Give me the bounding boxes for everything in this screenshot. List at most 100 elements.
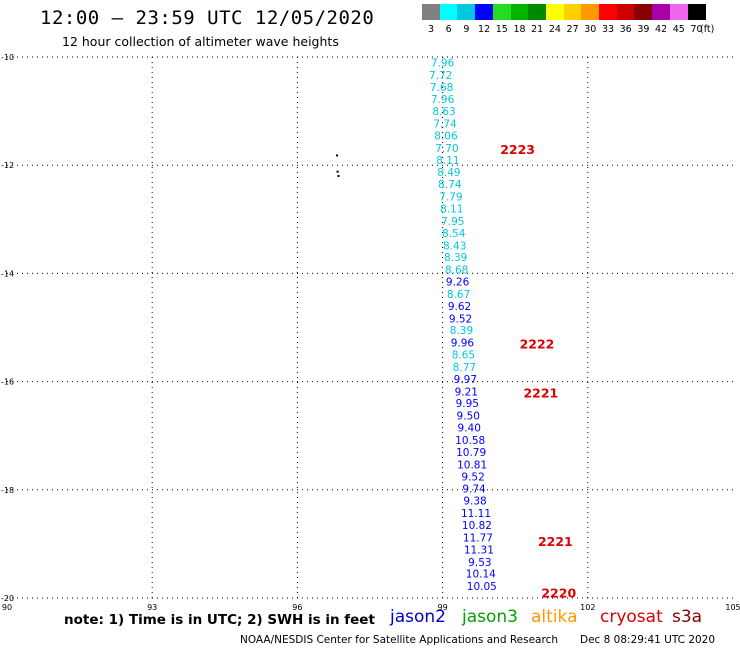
- wave-height-label: 11.31: [464, 544, 494, 556]
- color-swatch-label: 36: [619, 24, 632, 35]
- island-mark: [336, 154, 339, 157]
- color-swatch-label: 15: [495, 24, 508, 35]
- wave-height-label: 8.43: [443, 240, 466, 252]
- wave-height-label: 9.96: [451, 338, 475, 350]
- color-swatch-label: 3: [427, 24, 435, 35]
- color-scale-unit: (ft): [700, 24, 715, 35]
- color-swatch: [492, 4, 511, 20]
- pass-time-label: 2222: [520, 337, 555, 352]
- color-swatch-label: 27: [566, 24, 579, 35]
- mission-label-jason2: jason2: [390, 607, 446, 627]
- wave-height-label: 9.53: [468, 557, 491, 569]
- wave-height-label: 9.62: [448, 301, 471, 313]
- wave-height-label: 9.50: [457, 411, 480, 423]
- color-swatch: [422, 4, 440, 20]
- wave-height-label: 9.74: [462, 484, 486, 496]
- chart-subtitle: 12 hour collection of altimeter wave hei…: [62, 34, 339, 49]
- wave-height-label: 11.11: [461, 508, 491, 520]
- chart-title: 12:00 – 23:59 UTC 12/05/2020: [40, 7, 375, 29]
- color-swatch-label: 18: [513, 24, 526, 35]
- generation-timestamp: Dec 8 08:29:41 UTC 2020: [580, 634, 716, 646]
- x-tick-label: 105: [725, 603, 740, 612]
- color-swatch: [599, 4, 617, 20]
- wave-height-label: 9.95: [456, 398, 479, 410]
- color-swatch-label: 6: [445, 24, 452, 35]
- y-tick-label: -10: [1, 53, 14, 62]
- wave-height-label: 8.49: [437, 167, 460, 179]
- color-swatch: [457, 4, 476, 20]
- wave-height-label: 8.65: [452, 350, 475, 362]
- color-swatch-label: 70: [690, 24, 703, 35]
- wave-height-label: 9.26: [446, 277, 470, 289]
- wave-height-label: 10.05: [467, 581, 497, 593]
- wave-height-label: 10.58: [455, 435, 485, 447]
- wave-height-label: 8.39: [444, 252, 467, 264]
- wave-height-label: 8.67: [447, 289, 470, 301]
- wave-height-label: 10.14: [466, 569, 496, 581]
- color-swatch: [439, 4, 458, 20]
- wave-height-label: 10.82: [462, 520, 492, 532]
- color-swatch: [652, 4, 671, 20]
- pass-time-label: 2223: [500, 142, 535, 157]
- color-swatch: [687, 4, 706, 20]
- island-mark: [337, 175, 340, 178]
- wave-height-label: 9.21: [455, 386, 478, 398]
- x-tick-label: 93: [147, 603, 157, 612]
- pass-time-label: 2221: [538, 534, 573, 549]
- color-swatch: [528, 4, 547, 20]
- wave-height-label: 10.81: [457, 459, 487, 471]
- wave-height-label: 8.77: [453, 362, 476, 374]
- color-swatch-label: 42: [655, 24, 668, 35]
- color-swatch-label: 9: [463, 24, 470, 35]
- wave-height-label: 7.70: [435, 143, 458, 155]
- color-swatch: [545, 4, 564, 20]
- wave-height-label: 9.38: [463, 496, 486, 508]
- credit-line: NOAA/NESDIS Center for Satellite Applica…: [240, 634, 558, 646]
- mission-label-cryosat: cryosat: [600, 607, 663, 627]
- wave-height-label: 7.74: [433, 119, 457, 131]
- wave-height-label: 9.40: [458, 423, 481, 435]
- color-swatch: [634, 4, 653, 20]
- y-tick-label: -16: [1, 378, 14, 387]
- mission-label-jason3: jason3: [462, 607, 518, 627]
- color-swatch-label: 39: [637, 24, 650, 35]
- color-swatch: [616, 4, 635, 20]
- wave-height-label: 7.68: [430, 82, 453, 94]
- wave-height-label: 8.06: [434, 130, 458, 142]
- color-swatch-label: 30: [584, 24, 597, 35]
- pass-time-label: 2220: [541, 586, 576, 601]
- color-swatch: [563, 4, 582, 20]
- wave-height-label: 8.54: [442, 228, 466, 240]
- mission-label-altika: altika: [531, 607, 578, 627]
- wave-height-label: 8.63: [432, 106, 455, 118]
- footer-note: note: 1) Time is in UTC; 2) SWH is in fe…: [64, 612, 375, 628]
- wave-height-label: 9.52: [461, 471, 484, 483]
- x-tick-label: 99: [438, 603, 448, 612]
- wave-height-label: 10.79: [456, 447, 486, 459]
- wave-height-label: 8.11: [440, 203, 463, 215]
- wave-height-label: 7.96: [431, 57, 455, 69]
- color-swatch: [510, 4, 529, 20]
- wave-height-label: 9.97: [454, 374, 477, 386]
- wave-height-label: 9.52: [449, 313, 472, 325]
- color-swatch-label: 45: [672, 24, 685, 35]
- color-swatch-label: 12: [478, 24, 491, 35]
- wave-height-label: 7.79: [439, 192, 462, 204]
- pass-time-label: 2221: [523, 385, 558, 400]
- wave-height-label: 7.95: [441, 216, 464, 228]
- color-swatch: [475, 4, 494, 20]
- x-tick-label: 96: [292, 603, 302, 612]
- island-mark: [336, 170, 339, 173]
- wave-height-label: 7.96: [431, 94, 455, 106]
- color-scale-legend: 3 6 9 12 15 18 21 24 27 30 33 36 39 42 45 70 (ft): [422, 4, 728, 35]
- wave-height-label: 8.39: [450, 325, 473, 337]
- mission-label-s3a: s3a: [672, 607, 703, 627]
- color-swatch: [669, 4, 688, 20]
- y-tick-label: -18: [1, 486, 14, 495]
- color-swatch-label: 24: [548, 24, 561, 35]
- wave-height-label: 11.77: [463, 532, 493, 544]
- wave-height-label: 7.72: [429, 70, 452, 82]
- color-swatch-label: 21: [531, 24, 544, 35]
- color-swatch: [581, 4, 600, 20]
